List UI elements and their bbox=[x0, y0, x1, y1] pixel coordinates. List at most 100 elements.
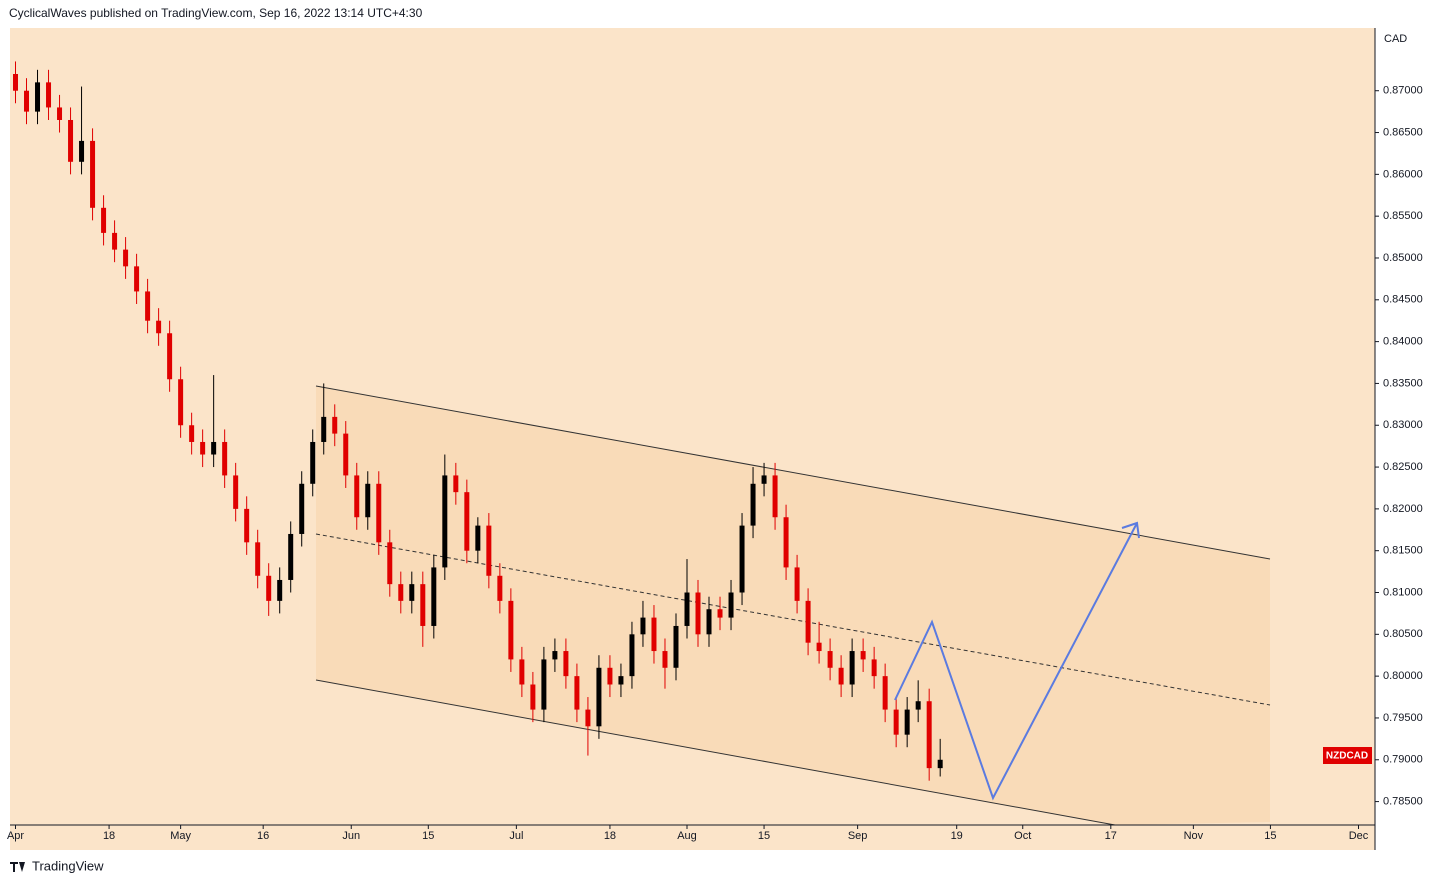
y-tick-label: 0.81000 bbox=[1383, 586, 1423, 598]
candle-body bbox=[299, 483, 305, 534]
candle-body bbox=[464, 492, 470, 551]
candle-body bbox=[695, 592, 701, 635]
channel-midline bbox=[315, 533, 1271, 706]
candle-body bbox=[849, 651, 855, 685]
y-tick-label: 0.85500 bbox=[1383, 210, 1423, 222]
candle-body bbox=[541, 659, 547, 710]
publish-header: CyclicalWaves published on TradingView.c… bbox=[9, 6, 423, 20]
y-tick-label: 0.78500 bbox=[1383, 795, 1423, 807]
x-tick-label: Oct bbox=[1014, 830, 1031, 842]
symbol-label: NZDCAD bbox=[1326, 751, 1368, 762]
candle-body bbox=[794, 567, 800, 601]
candle-body bbox=[816, 642, 822, 652]
candle-body bbox=[134, 266, 140, 292]
candle-body bbox=[46, 82, 52, 108]
candle-body bbox=[893, 709, 899, 735]
y-tick-label: 0.81500 bbox=[1383, 545, 1423, 557]
x-tick-label: May bbox=[170, 830, 191, 842]
candle-body bbox=[860, 651, 866, 660]
candle-body bbox=[13, 73, 19, 91]
candle-body bbox=[508, 600, 514, 660]
candle-body bbox=[926, 701, 932, 769]
candle-body bbox=[244, 508, 250, 543]
y-tick-label: 0.87000 bbox=[1383, 85, 1423, 97]
x-tick-label: Jun bbox=[342, 830, 360, 842]
candle-body bbox=[871, 659, 877, 677]
candle-body bbox=[266, 575, 272, 601]
y-tick-label: 0.79500 bbox=[1383, 712, 1423, 724]
candle-body bbox=[233, 475, 239, 509]
candle-body bbox=[112, 232, 118, 250]
candle-body bbox=[563, 651, 569, 677]
x-tick-label: 18 bbox=[604, 830, 616, 842]
candle-body bbox=[772, 475, 778, 518]
candle-body bbox=[35, 82, 41, 112]
candle-body bbox=[739, 525, 745, 593]
candle-body bbox=[101, 207, 107, 233]
y-tick-label: 0.80500 bbox=[1383, 628, 1423, 640]
candle-body bbox=[728, 592, 734, 618]
candle-body bbox=[783, 517, 789, 568]
x-tick-label: Aug bbox=[677, 830, 697, 842]
candle-body bbox=[937, 759, 943, 769]
candle-body bbox=[343, 433, 349, 476]
y-tick-label: 0.82000 bbox=[1383, 503, 1423, 515]
candle-body bbox=[486, 525, 492, 576]
candle-body bbox=[68, 119, 74, 162]
y-tick-label: 0.85000 bbox=[1383, 252, 1423, 264]
y-tick-label: 0.83000 bbox=[1383, 419, 1423, 431]
channel-upper bbox=[315, 385, 1271, 560]
x-tick-label: Jul bbox=[509, 830, 523, 842]
candle-body bbox=[453, 475, 459, 493]
symbol-tag bbox=[1323, 747, 1372, 764]
candle-body bbox=[189, 425, 195, 442]
x-tick-label: 16 bbox=[257, 830, 269, 842]
y-tick-label: 0.86500 bbox=[1383, 126, 1423, 138]
candle-body bbox=[904, 709, 910, 735]
candle-body bbox=[288, 533, 294, 580]
x-tick-label: Sep bbox=[848, 830, 868, 842]
channel-lower bbox=[315, 679, 1116, 826]
candle-body bbox=[530, 684, 536, 710]
y-tick-label: 0.83500 bbox=[1383, 377, 1423, 389]
projection-path bbox=[894, 522, 1138, 801]
candle-body bbox=[332, 416, 338, 434]
candle-body bbox=[596, 667, 602, 727]
candle-body bbox=[24, 90, 30, 112]
currency-label: CAD bbox=[1384, 33, 1407, 45]
candle-body bbox=[684, 592, 690, 626]
candles bbox=[13, 61, 943, 781]
tv-logo bbox=[10, 862, 25, 872]
y-tick-label: 0.84500 bbox=[1383, 294, 1423, 306]
y-tick-label: 0.86000 bbox=[1383, 168, 1423, 180]
candle-body bbox=[574, 676, 580, 710]
candle-body bbox=[552, 651, 558, 660]
candle-body bbox=[618, 676, 624, 685]
candle-body bbox=[398, 584, 404, 601]
candle-body bbox=[640, 617, 646, 635]
x-tick-label: 15 bbox=[422, 830, 434, 842]
candle-body bbox=[156, 320, 162, 334]
candle-body bbox=[475, 525, 481, 551]
candle-body bbox=[90, 140, 96, 208]
candle-body bbox=[167, 333, 173, 380]
x-tick-label: 17 bbox=[1105, 830, 1117, 842]
candle-body bbox=[750, 483, 756, 526]
candle-body bbox=[222, 441, 228, 476]
candle-body bbox=[79, 140, 85, 162]
candle-body bbox=[442, 475, 448, 568]
candle-body bbox=[838, 667, 844, 685]
y-tick-label: 0.84000 bbox=[1383, 336, 1423, 348]
candle-body bbox=[387, 542, 393, 585]
x-tick-label: 15 bbox=[1264, 830, 1276, 842]
candle-body bbox=[145, 291, 151, 321]
x-tick-label: Apr bbox=[7, 830, 24, 842]
candle-body bbox=[673, 625, 679, 668]
candle-body bbox=[321, 416, 327, 442]
candle-body bbox=[882, 676, 888, 710]
candle-body bbox=[409, 584, 415, 601]
candle-body bbox=[662, 651, 668, 668]
y-tick-label: 0.82500 bbox=[1383, 461, 1423, 473]
candle-body bbox=[585, 709, 591, 727]
